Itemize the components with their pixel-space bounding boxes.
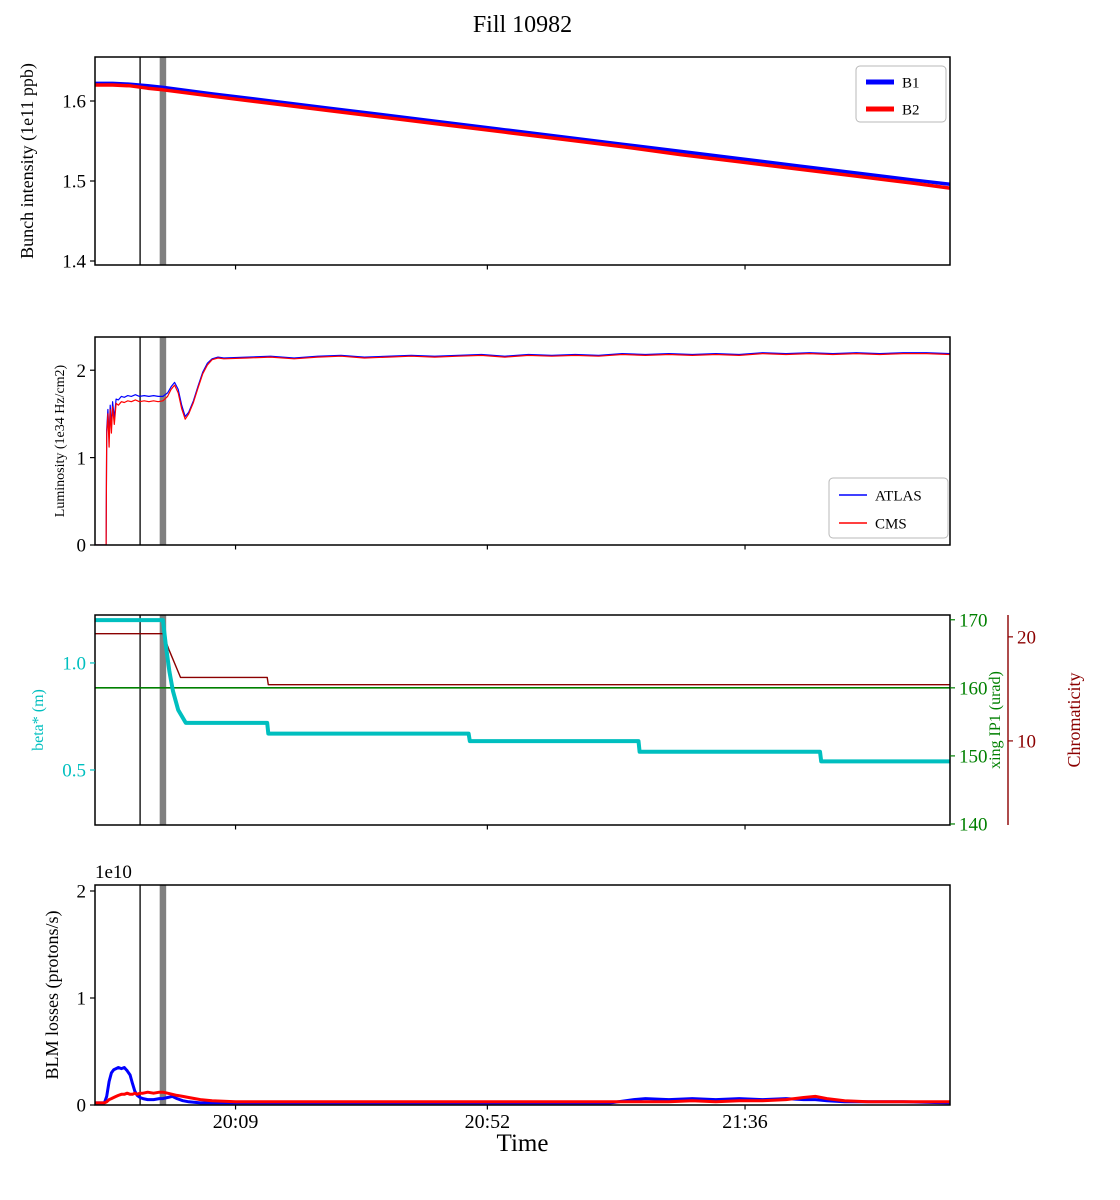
x-tick-label: 20:52 [465, 1111, 511, 1133]
y-tick-label-blm: 2 [77, 882, 87, 903]
panel-bunch-intensity: 1.4 1.5 1.6 Bunch intensity (1e11 ppb) B1 B2 [17, 56, 951, 273]
series-group [95, 1066, 950, 1105]
x-tick-label: 21:36 [722, 1111, 768, 1133]
y-tick-label-xing-ip1: 170 [959, 610, 988, 631]
panel-background [95, 57, 950, 265]
panel-blm-losses: 20:09 20:52 21:36 0 1 2 BLM losses (protons/s)… [42, 862, 951, 1133]
y-tick-label-chromaticity: 20 [1017, 628, 1036, 649]
series-group [95, 618, 950, 764]
legend-box [855, 65, 947, 123]
legend-label-B2: B2 [902, 102, 920, 118]
legend-label-CMS: CMS [875, 516, 907, 532]
series-line-ATLAS [95, 352, 950, 545]
panel-frame [94, 336, 951, 546]
y-tick-label-intensity: 1.4 [62, 252, 86, 273]
series-line-CMS [95, 353, 950, 545]
legend-label-B1: B1 [902, 75, 920, 91]
y-tick-label-luminosity: 0 [77, 536, 87, 557]
x-axis-label: Time [496, 1130, 549, 1157]
x-tick-label: 20:09 [213, 1111, 259, 1133]
series-line-beta-star [95, 618, 950, 764]
axis-label-intensity: Bunch intensity (1e11 ppb) [17, 63, 38, 259]
legend-label-ATLAS: ATLAS [875, 488, 922, 504]
y-tick-label-xing-ip1: 140 [959, 815, 988, 836]
series-group [95, 81, 950, 190]
panel-luminosity: 0 1 2 Luminosity (1e34 Hz/cm2) ATLAS CMS [53, 336, 951, 557]
series-line-blm-b1 [95, 1066, 950, 1105]
y-tick-label-xing-ip1: 160 [959, 678, 988, 699]
y-tick-label-luminosity: 2 [77, 361, 87, 382]
y-tick-label-blm: 1 [77, 989, 87, 1010]
panel-background [95, 337, 950, 545]
figure-title: Fill 10982 [472, 12, 573, 38]
axis-label-beta-star: beta* (m) [30, 689, 47, 751]
panel-background [95, 885, 950, 1105]
panel-frame [94, 614, 951, 826]
series-group [95, 352, 950, 545]
y-tick-label-chromaticity: 10 [1017, 732, 1036, 753]
series-line-B2 [95, 83, 950, 190]
axis-label-luminosity: Luminosity (1e34 Hz/cm2) [53, 364, 68, 517]
y-tick-label-xing-ip1: 150 [959, 747, 988, 768]
panel-frame [94, 56, 951, 266]
panel-background [95, 615, 950, 825]
panel-optics: 0.5 1.0 beta* (m) 140 150 160 170 xing IP1 (ura… [30, 610, 1084, 835]
panel-frame [94, 884, 951, 1106]
y-tick-label-beta-star: 1.0 [62, 654, 86, 675]
y-tick-label-luminosity: 1 [77, 448, 87, 469]
y-tick-label-intensity: 1.6 [62, 92, 86, 113]
axis-label-xing-ip1: xing IP1 (urad) [987, 671, 1004, 769]
y-tick-label-beta-star: 0.5 [62, 761, 86, 782]
axis-offset-text: 1e10 [95, 862, 132, 883]
axis-label-blm: BLM losses (protons/s) [42, 910, 63, 1079]
y-tick-label-blm: 0 [77, 1096, 87, 1117]
y-tick-label-intensity: 1.5 [62, 172, 86, 193]
axis-label-chromaticity: Chromaticity [1064, 673, 1084, 768]
series-line-blm-b2 [95, 1090, 950, 1105]
series-line-B1 [95, 81, 950, 186]
